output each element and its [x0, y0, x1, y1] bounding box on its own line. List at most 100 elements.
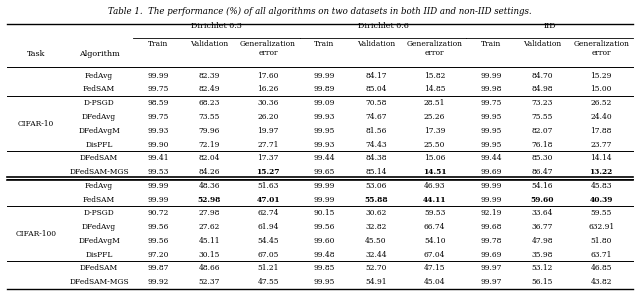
- Text: 14.51: 14.51: [423, 168, 447, 176]
- Text: FedSAM: FedSAM: [83, 196, 115, 204]
- Text: 82.07: 82.07: [532, 127, 553, 135]
- Text: Task: Task: [27, 50, 45, 58]
- Text: 27.71: 27.71: [257, 140, 279, 148]
- Text: 17.88: 17.88: [591, 127, 612, 135]
- Text: 99.68: 99.68: [480, 223, 502, 231]
- Text: 79.96: 79.96: [198, 127, 220, 135]
- Text: 73.23: 73.23: [532, 99, 553, 107]
- Text: 51.21: 51.21: [257, 264, 279, 272]
- Text: 43.82: 43.82: [591, 278, 612, 286]
- Text: 59.53: 59.53: [424, 209, 445, 217]
- Text: 68.23: 68.23: [198, 99, 220, 107]
- Text: 25.26: 25.26: [424, 113, 445, 121]
- Text: 13.22: 13.22: [589, 168, 613, 176]
- Text: 99.78: 99.78: [480, 237, 502, 245]
- Text: 99.69: 99.69: [480, 251, 502, 259]
- Text: 32.44: 32.44: [365, 251, 387, 259]
- Text: Algorithm: Algorithm: [79, 50, 120, 58]
- Text: 40.39: 40.39: [589, 196, 613, 204]
- Text: 632.91: 632.91: [588, 223, 614, 231]
- Text: 99.56: 99.56: [147, 237, 168, 245]
- Text: DFedSAM-MGS: DFedSAM-MGS: [69, 168, 129, 176]
- Text: 92.19: 92.19: [480, 209, 502, 217]
- Text: 86.47: 86.47: [532, 168, 553, 176]
- Text: 48.36: 48.36: [198, 182, 220, 190]
- Text: CIFAR-10: CIFAR-10: [18, 120, 54, 128]
- Text: 99.60: 99.60: [314, 237, 335, 245]
- Text: 26.52: 26.52: [591, 99, 612, 107]
- Text: 99.93: 99.93: [147, 127, 168, 135]
- Text: 72.19: 72.19: [198, 140, 220, 148]
- Text: DFedSAM: DFedSAM: [80, 154, 118, 162]
- Text: Generalization
error: Generalization error: [406, 40, 463, 57]
- Text: 99.99: 99.99: [480, 182, 502, 190]
- Text: 54.16: 54.16: [532, 182, 553, 190]
- Text: 55.88: 55.88: [364, 196, 388, 204]
- Text: 99.95: 99.95: [480, 113, 502, 121]
- Text: 82.49: 82.49: [198, 86, 220, 94]
- Text: IID: IID: [543, 22, 556, 30]
- Text: 63.71: 63.71: [591, 251, 612, 259]
- Text: DFedSAM: DFedSAM: [80, 264, 118, 272]
- Text: DisPFL: DisPFL: [85, 140, 113, 148]
- Text: 99.93: 99.93: [314, 140, 335, 148]
- Text: 23.77: 23.77: [591, 140, 612, 148]
- Text: 51.80: 51.80: [591, 237, 612, 245]
- Text: 47.98: 47.98: [532, 237, 553, 245]
- Text: 27.98: 27.98: [198, 209, 220, 217]
- Text: 47.15: 47.15: [424, 264, 445, 272]
- Text: DFedSAM-MGS: DFedSAM-MGS: [69, 278, 129, 286]
- Text: Validation: Validation: [524, 40, 561, 48]
- Text: FedAvg: FedAvg: [85, 182, 113, 190]
- Text: 82.39: 82.39: [198, 72, 220, 80]
- Text: 76.18: 76.18: [532, 140, 553, 148]
- Text: 99.75: 99.75: [480, 99, 502, 107]
- Text: 99.41: 99.41: [147, 154, 168, 162]
- Text: 28.51: 28.51: [424, 99, 445, 107]
- Text: D-PSGD: D-PSGD: [84, 209, 115, 217]
- Text: 16.26: 16.26: [257, 86, 279, 94]
- Text: 90.72: 90.72: [147, 209, 168, 217]
- Text: CIFAR-100: CIFAR-100: [15, 230, 56, 238]
- Text: 99.87: 99.87: [147, 264, 168, 272]
- Text: 45.04: 45.04: [424, 278, 445, 286]
- Text: 32.82: 32.82: [365, 223, 387, 231]
- Text: 52.70: 52.70: [365, 264, 387, 272]
- Text: 15.29: 15.29: [591, 72, 612, 80]
- Text: 14.85: 14.85: [424, 86, 445, 94]
- Text: 85.30: 85.30: [532, 154, 553, 162]
- Text: 99.95: 99.95: [480, 140, 502, 148]
- Text: 90.15: 90.15: [314, 209, 335, 217]
- Text: 99.99: 99.99: [314, 72, 335, 80]
- Text: 99.95: 99.95: [314, 278, 335, 286]
- Text: Validation: Validation: [190, 40, 228, 48]
- Text: 66.74: 66.74: [424, 223, 445, 231]
- Text: 84.17: 84.17: [365, 72, 387, 80]
- Text: 84.98: 84.98: [532, 86, 553, 94]
- Text: Generalization
error: Generalization error: [240, 40, 296, 57]
- Text: 30.62: 30.62: [365, 209, 387, 217]
- Text: 99.56: 99.56: [314, 223, 335, 231]
- Text: 75.55: 75.55: [532, 113, 553, 121]
- Text: 56.15: 56.15: [532, 278, 553, 286]
- Text: 54.91: 54.91: [365, 278, 387, 286]
- Text: 85.14: 85.14: [365, 168, 387, 176]
- Text: 33.64: 33.64: [532, 209, 553, 217]
- Text: 99.98: 99.98: [480, 86, 502, 94]
- Text: Dirichlet 0.6: Dirichlet 0.6: [358, 22, 408, 30]
- Text: 85.04: 85.04: [365, 86, 387, 94]
- Text: 99.89: 99.89: [314, 86, 335, 94]
- Text: 99.95: 99.95: [480, 127, 502, 135]
- Text: Generalization
error: Generalization error: [573, 40, 629, 57]
- Text: 99.44: 99.44: [314, 154, 335, 162]
- Text: 52.37: 52.37: [198, 278, 220, 286]
- Text: 25.50: 25.50: [424, 140, 445, 148]
- Text: 45.11: 45.11: [198, 237, 220, 245]
- Text: Validation: Validation: [356, 40, 395, 48]
- Text: 46.93: 46.93: [424, 182, 445, 190]
- Text: 98.59: 98.59: [147, 99, 168, 107]
- Text: 67.05: 67.05: [257, 251, 279, 259]
- Text: 17.39: 17.39: [424, 127, 445, 135]
- Text: 99.09: 99.09: [314, 99, 335, 107]
- Text: 73.55: 73.55: [198, 113, 220, 121]
